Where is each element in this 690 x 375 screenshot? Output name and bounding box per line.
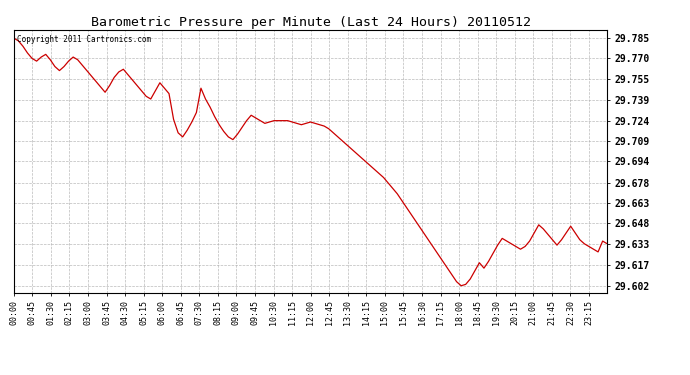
Text: Copyright 2011 Cartronics.com: Copyright 2011 Cartronics.com [17,35,151,44]
Title: Barometric Pressure per Minute (Last 24 Hours) 20110512: Barometric Pressure per Minute (Last 24 … [90,16,531,29]
